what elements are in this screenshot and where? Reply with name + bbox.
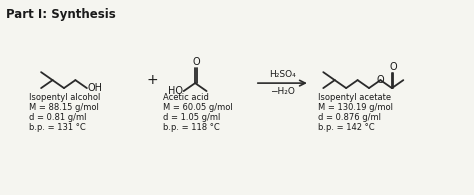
- Text: d = 0.81 g/ml: d = 0.81 g/ml: [28, 113, 86, 122]
- Text: OH: OH: [88, 83, 103, 93]
- Text: b.p. = 118 °C: b.p. = 118 °C: [163, 123, 220, 132]
- Text: d = 1.05 g/ml: d = 1.05 g/ml: [163, 113, 220, 122]
- Text: Isopentyl acetate: Isopentyl acetate: [318, 93, 391, 102]
- Text: d = 0.876 g/ml: d = 0.876 g/ml: [318, 113, 381, 122]
- Text: Acetic acid: Acetic acid: [163, 93, 209, 102]
- Text: Isopentyl alcohol: Isopentyl alcohol: [28, 93, 100, 102]
- Text: O: O: [377, 75, 384, 85]
- Text: +: +: [146, 73, 158, 87]
- Text: O: O: [389, 62, 397, 72]
- Text: HO: HO: [168, 86, 182, 96]
- Text: H₂SO₄: H₂SO₄: [269, 70, 296, 79]
- Text: Part I: Synthesis: Part I: Synthesis: [6, 8, 116, 21]
- Text: b.p. = 142 °C: b.p. = 142 °C: [318, 123, 374, 132]
- Text: b.p. = 131 °C: b.p. = 131 °C: [28, 123, 85, 132]
- Text: M = 130.19 g/mol: M = 130.19 g/mol: [318, 103, 393, 112]
- Text: M = 60.05 g/mol: M = 60.05 g/mol: [163, 103, 233, 112]
- Text: M = 88.15 g/mol: M = 88.15 g/mol: [28, 103, 99, 112]
- Text: −H₂O: −H₂O: [270, 87, 295, 96]
- Text: O: O: [192, 57, 200, 67]
